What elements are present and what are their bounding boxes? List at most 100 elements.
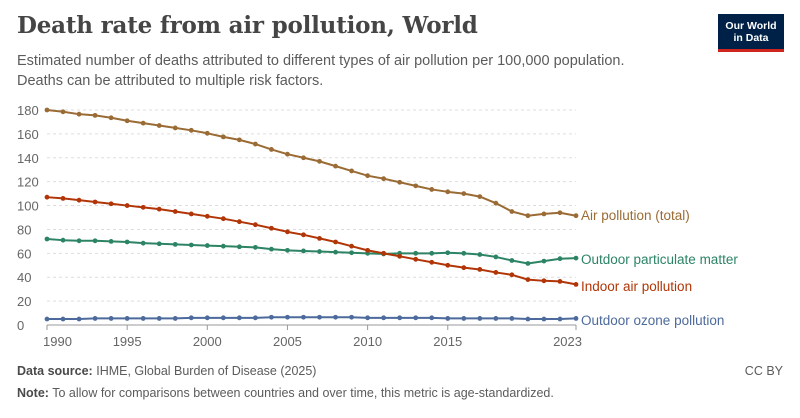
data-point <box>429 250 435 256</box>
data-point <box>557 279 563 284</box>
data-point <box>477 252 483 257</box>
data-point <box>124 203 130 208</box>
subtitle-line-1: Estimated number of deaths attributed to… <box>17 53 625 69</box>
data-point <box>349 250 354 256</box>
data-point <box>461 191 467 197</box>
data-point <box>461 316 467 321</box>
logo-accent-bar <box>718 49 784 52</box>
data-point <box>525 261 531 266</box>
data-point <box>269 246 274 252</box>
data-point <box>44 194 50 200</box>
data-point <box>76 111 82 117</box>
x-tick-label: 2010 <box>353 334 382 349</box>
data-point <box>92 316 98 321</box>
data-point <box>477 267 483 272</box>
data-point <box>236 219 242 225</box>
data-point <box>156 241 162 247</box>
data-point <box>317 158 322 164</box>
data-point <box>301 314 306 320</box>
logo-line-1: Our World <box>725 20 777 32</box>
data-point <box>140 240 146 246</box>
chart-subtitle: Estimated number of deaths attributed to… <box>17 51 717 91</box>
data-point <box>365 173 371 179</box>
data-point <box>108 238 114 244</box>
source-text[interactable]: IHME, Global Burden of Disease (2025) <box>96 364 317 378</box>
data-point <box>477 316 483 321</box>
data-point <box>413 256 419 262</box>
data-point <box>236 137 242 143</box>
data-point <box>573 281 579 287</box>
y-tick-label: 140 <box>17 151 39 166</box>
series-line <box>46 238 577 265</box>
data-point <box>236 244 242 250</box>
data-point <box>317 236 322 241</box>
data-point <box>381 176 387 182</box>
y-tick-label: 80 <box>17 222 31 237</box>
data-point <box>509 272 515 278</box>
data-point <box>381 250 387 256</box>
data-point <box>301 155 306 161</box>
data-point <box>461 265 467 271</box>
logo-line-2: in Data <box>733 32 769 44</box>
series-line <box>46 196 577 286</box>
chart-title: Death rate from air pollution, World <box>17 12 478 39</box>
y-tick-label: 20 <box>17 294 31 309</box>
data-point <box>301 248 306 254</box>
data-point <box>156 316 162 321</box>
data-point <box>541 211 547 217</box>
data-point <box>333 163 338 169</box>
data-point <box>493 316 499 321</box>
data-point <box>429 259 435 265</box>
data-point <box>220 315 226 321</box>
data-point <box>140 120 146 126</box>
data-point <box>445 189 451 195</box>
data-point <box>124 316 130 321</box>
data-point <box>365 247 371 253</box>
data-point <box>60 316 66 322</box>
data-point <box>188 127 194 133</box>
data-point <box>108 115 114 121</box>
data-point <box>252 315 258 321</box>
data-point <box>397 253 403 259</box>
data-point <box>573 213 579 219</box>
data-point <box>188 315 194 321</box>
data-point <box>573 316 579 321</box>
data-point <box>76 197 82 203</box>
y-tick-label: 120 <box>17 175 39 190</box>
data-point <box>557 256 563 262</box>
license-link[interactable]: CC BY <box>744 364 783 378</box>
data-point <box>413 315 419 321</box>
data-point <box>156 123 162 128</box>
data-point <box>44 236 50 242</box>
data-point <box>285 229 290 235</box>
series-label: Outdoor ozone pollution <box>581 313 724 328</box>
data-point <box>445 316 451 321</box>
data-point <box>397 315 403 321</box>
note-text: To allow for comparisons between countri… <box>52 386 554 400</box>
data-point <box>124 118 130 124</box>
y-tick-label: 60 <box>17 246 31 261</box>
data-point <box>60 237 66 243</box>
data-point <box>541 258 547 264</box>
x-tick-label: 1990 <box>43 334 72 349</box>
data-point <box>445 262 451 268</box>
data-point <box>525 277 531 283</box>
data-point <box>108 201 114 207</box>
data-point <box>92 238 98 244</box>
data-point <box>188 242 194 248</box>
owid-logo[interactable]: Our World in Data <box>718 14 784 52</box>
data-point <box>108 316 114 321</box>
data-point <box>333 314 338 320</box>
x-tick-label: 2023 <box>553 334 582 349</box>
data-point <box>333 249 338 255</box>
data-point <box>269 225 274 231</box>
data-point <box>445 250 451 256</box>
data-point <box>204 315 210 321</box>
data-point <box>236 315 242 321</box>
data-point <box>461 250 467 256</box>
data-point <box>381 315 387 321</box>
series-label: Outdoor particulate matter <box>581 252 738 267</box>
series-line <box>47 316 577 321</box>
data-point <box>140 316 146 321</box>
data-point <box>429 315 435 321</box>
